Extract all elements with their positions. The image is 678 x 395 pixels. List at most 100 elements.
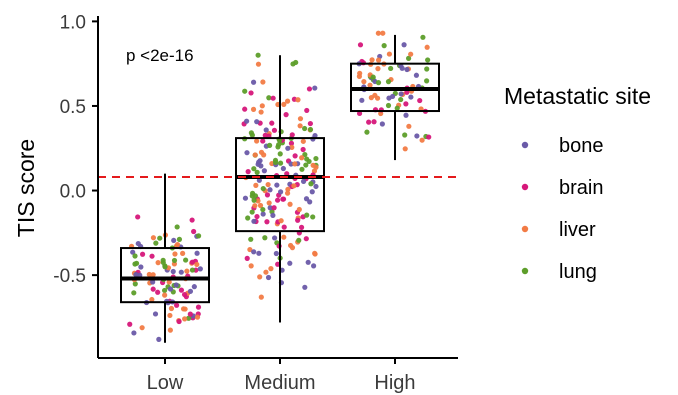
jitter-point (162, 292, 168, 298)
jitter-point (254, 213, 260, 220)
jitter-point (398, 96, 404, 103)
jitter-point (426, 134, 432, 140)
jitter-point (300, 138, 306, 144)
jitter-point (256, 250, 262, 256)
y-tick-label: 0.5 (60, 97, 86, 118)
jitter-point (300, 178, 307, 184)
legend-label: lung (559, 261, 597, 283)
jitter-point (300, 146, 306, 153)
jitter-point (312, 133, 318, 139)
jitter-point (150, 272, 156, 278)
jitter-point (381, 43, 387, 49)
legend-items: bone brain liver lung (521, 135, 604, 283)
jitter-point (184, 268, 190, 274)
jitter-point (248, 263, 254, 269)
jitter-point (375, 66, 381, 72)
jitter-point (258, 294, 264, 300)
jitter-point (385, 102, 392, 109)
jitter-point (187, 288, 194, 294)
jitter-point (271, 127, 278, 133)
jitter-point (417, 97, 423, 104)
jitter-point (303, 236, 309, 242)
jitter-point (132, 281, 138, 287)
jitter-point (280, 165, 286, 172)
jitter-point (292, 161, 298, 167)
jitter-point (255, 61, 262, 67)
jitter-point (297, 116, 304, 122)
x-ticks: Low Medium High (147, 358, 416, 394)
jitter-point (181, 291, 188, 298)
x-tick-label: Low (147, 372, 184, 394)
jitter-point (406, 55, 412, 62)
jitter-point (183, 257, 189, 263)
jitter-point (189, 267, 196, 273)
jitter-point (273, 250, 279, 257)
jitter-point (304, 212, 310, 218)
jitter-point (284, 171, 290, 177)
jitter-point (256, 159, 262, 165)
legend-item-brain: brain (521, 177, 603, 199)
jitter-point (313, 155, 319, 162)
jitter-point (299, 155, 305, 161)
legend-item-liver: liver (521, 219, 596, 241)
jitter-point (278, 189, 284, 195)
jitter-point (265, 274, 272, 281)
jitter-point (414, 133, 420, 139)
jitter-point (356, 73, 362, 79)
jitter-point (424, 78, 430, 84)
jitter-point (367, 82, 373, 88)
jitter-point (260, 79, 266, 85)
jitter-point (174, 241, 181, 248)
legend-label: bone (559, 135, 604, 157)
jitter-point (251, 166, 257, 172)
jitter-point (264, 219, 270, 225)
jitter-point (171, 237, 177, 244)
jitter-point (281, 234, 287, 240)
jitter-point (385, 79, 392, 85)
jitter-point (242, 88, 248, 94)
jitter-point (155, 260, 161, 266)
jitter-point (359, 97, 365, 103)
jitter-point (307, 126, 314, 133)
jitter-point (189, 259, 195, 265)
jitter-point (289, 132, 295, 138)
legend-label: liver (559, 219, 596, 241)
jitter-point (293, 59, 299, 66)
jitter-point (167, 286, 174, 292)
jitter-point (130, 249, 136, 255)
jitter-point (135, 240, 141, 247)
jitter-point (248, 236, 254, 242)
jitter-point (404, 66, 410, 73)
legend-label: brain (559, 177, 603, 199)
jitter-point (424, 66, 430, 72)
jitter-point (296, 206, 302, 213)
jitter-point (252, 152, 258, 158)
jitter-point (249, 209, 255, 215)
jitter-point (178, 287, 185, 293)
jitter-point (403, 101, 409, 107)
jitter-point (403, 112, 409, 118)
jitter-point (283, 112, 289, 118)
jitter-point (371, 119, 377, 125)
jitter-point (297, 123, 303, 129)
jitter-point (172, 251, 178, 257)
jitter-point (285, 186, 291, 193)
jitter-point (247, 246, 253, 253)
jitter-point (150, 286, 156, 292)
legend-item-bone: bone (521, 135, 604, 157)
jitter-point (278, 218, 284, 224)
jitter-point (262, 132, 268, 138)
jitter-point (245, 215, 251, 221)
jitter-point (260, 185, 266, 192)
jitter-point (424, 44, 430, 50)
jitter-point (307, 120, 313, 127)
jitter-point (281, 224, 287, 230)
jitter-point (305, 259, 311, 265)
jitter-point (408, 51, 414, 57)
jitter-point (296, 237, 302, 243)
jitter-point (302, 151, 308, 158)
jitter-point (259, 103, 265, 109)
y-tick-label: 1.0 (60, 12, 86, 33)
jitter-point (174, 224, 180, 230)
